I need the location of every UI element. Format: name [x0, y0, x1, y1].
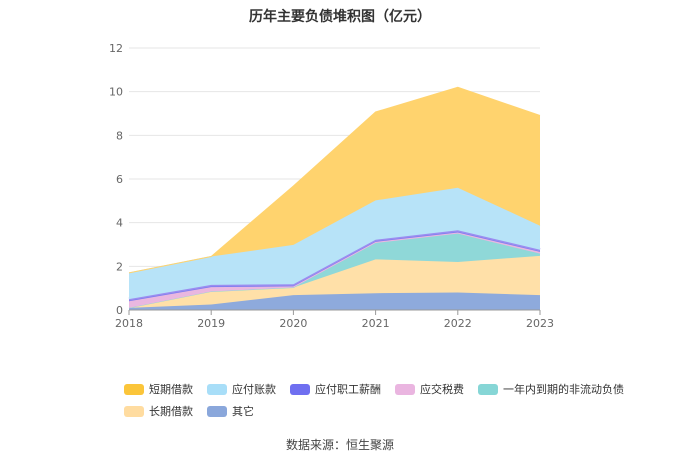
legend-swatch [290, 383, 310, 395]
y-tick-label: 4 [116, 217, 123, 230]
x-tick-label: 2022 [444, 317, 472, 330]
y-tick-label: 8 [116, 129, 123, 142]
legend-label: 应付职工薪酬 [315, 383, 381, 396]
legend-item[interactable]: 应交税费 [395, 381, 464, 397]
stacked-area-chart: 0 2 4 6 8 10 12 2018 2019 2020 2021 2022 2023 [109, 42, 554, 330]
x-tick-label: 2019 [197, 317, 225, 330]
y-tick-label: 6 [116, 173, 123, 186]
area-edge-短期借款 [128, 86, 541, 274]
legend-label: 短期借款 [149, 383, 193, 396]
legend-item[interactable]: 其它 [207, 403, 254, 419]
legend-row-1: 短期借款 应付账款 应付职工薪酬 应交税费 一年内到期的非流动负债 [124, 378, 624, 400]
legend-label: 应付账款 [232, 383, 276, 396]
x-tick-label: 2018 [115, 317, 143, 330]
area-短期借款 [129, 87, 540, 273]
legend-swatch [124, 383, 144, 395]
area-应交税费 [129, 232, 540, 308]
legend-item[interactable]: 一年内到期的非流动负债 [478, 381, 624, 397]
x-tick-label: 2020 [279, 317, 307, 330]
area-其它 [129, 292, 540, 310]
legend-label: 一年内到期的非流动负债 [503, 383, 624, 396]
legend-label: 其它 [232, 405, 254, 418]
legend-label: 应交税费 [420, 383, 464, 396]
x-tick-label: 2023 [526, 317, 554, 330]
x-tick-label: 2021 [362, 317, 390, 330]
legend-item[interactable]: 长期借款 [124, 403, 193, 419]
legend-label: 长期借款 [149, 405, 193, 418]
legend: 短期借款 应付账款 应付职工薪酬 应交税费 一年内到期的非流动负债 长期借款 其它 [124, 378, 624, 422]
legend-row-2: 长期借款 其它 [124, 400, 584, 422]
y-tick-label: 12 [109, 42, 123, 55]
legend-swatch [207, 405, 227, 417]
y-tick-label: 0 [116, 304, 123, 317]
chart-title: 历年主要负债堆积图（亿元） [249, 9, 431, 25]
legend-swatch [478, 383, 498, 395]
axes: 0 2 4 6 8 10 12 2018 2019 2020 2021 2022 2023 [109, 42, 554, 330]
legend-item[interactable]: 应付账款 [207, 381, 276, 397]
area-series [128, 86, 541, 310]
legend-item[interactable]: 应付职工薪酬 [290, 381, 381, 397]
area-应付账款 [129, 187, 540, 300]
area-一年内到期的非流动负债 [129, 233, 540, 308]
data-source: 数据来源：恒生聚源 [285, 438, 394, 452]
legend-swatch [124, 405, 144, 417]
y-tick-label: 2 [116, 260, 123, 273]
y-tick-label: 10 [109, 86, 123, 99]
legend-swatch [207, 383, 227, 395]
legend-swatch [395, 383, 415, 395]
area-长期借款 [129, 255, 540, 308]
legend-item[interactable]: 短期借款 [124, 381, 193, 397]
